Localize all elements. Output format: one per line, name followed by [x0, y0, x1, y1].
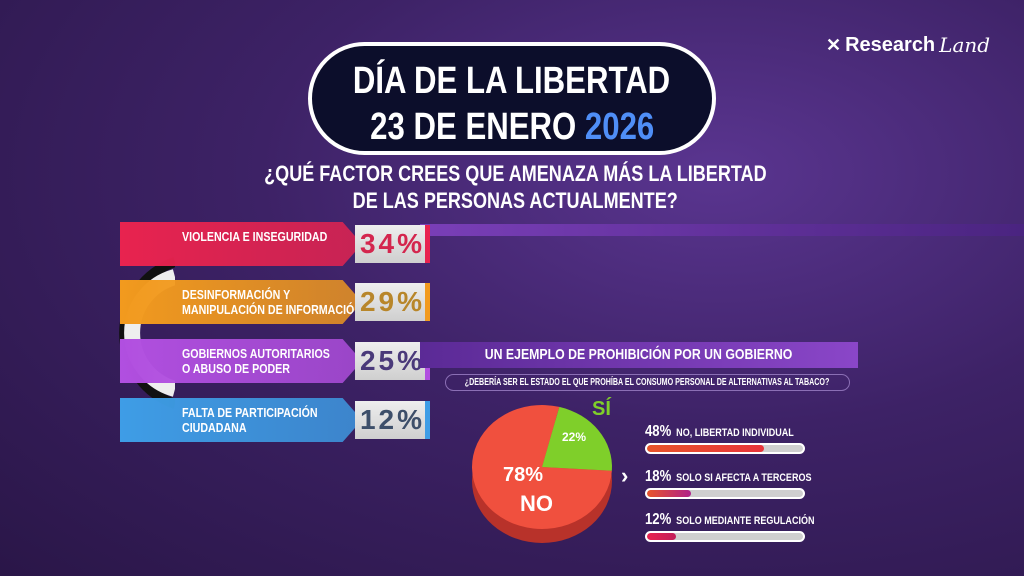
option-label-row: 18% SOLO SI AFECTA A TERCEROS	[645, 468, 848, 486]
factor-row: GOBIERNOS AUTORITARIOS O ABUSO DE PODER 2…	[120, 339, 430, 383]
option-bar-track	[645, 531, 805, 542]
researchland-logo: ✕ Research Land	[826, 33, 990, 57]
pie-label-si: SÍ	[592, 398, 611, 420]
option-percent: 48%	[645, 423, 672, 440]
factor-label: DESINFORMACIÓN Y MANIPULACIÓN DE INFORMAC…	[120, 280, 362, 324]
pie-chart	[472, 405, 612, 543]
option-bar-fill	[647, 490, 691, 497]
option-bar-track	[645, 443, 805, 454]
sub-question: ¿DEBERÍA SER EL ESTADO EL QUE PROHÍBA EL…	[445, 374, 850, 391]
factor-percent: 29%	[355, 283, 430, 321]
option-label-row: 12% SOLO MEDIANTE REGULACIÓN	[645, 511, 852, 529]
title-line1-wrap: DÍA DE LA LIBERTAD	[312, 58, 712, 104]
factor-label-line1: VIOLENCIA E INSEGURIDAD	[182, 229, 328, 244]
question-line2: DE LAS PERSONAS ACTUALMENTE?	[352, 188, 678, 213]
pie-value-no: 78%	[503, 464, 544, 486]
factor-row: FALTA DE PARTICIPACIÓN CIUDADANA 12%	[120, 398, 430, 442]
factor-label: VIOLENCIA E INSEGURIDAD	[120, 222, 362, 266]
factor-label-line1: FALTA DE PARTICIPACIÓN	[182, 405, 318, 420]
sub-question-text: ¿DEBERÍA SER EL ESTADO EL QUE PROHÍBA EL…	[465, 376, 830, 388]
factor-label-line2: MANIPULACIÓN DE INFORMACIÓN	[182, 302, 363, 317]
chevron-right-icon: ›	[621, 463, 629, 488]
sub-question-wrap: ¿DEBERÍA SER EL ESTADO EL QUE PROHÍBA EL…	[446, 375, 849, 390]
factor-percent: 34%	[355, 225, 430, 263]
question-line2-wrap: DE LAS PERSONAS ACTUALMENTE?	[200, 187, 830, 214]
logo-script: Land	[939, 33, 991, 57]
option-bar-fill	[647, 533, 677, 540]
pie-value-si: 22%	[562, 430, 587, 444]
option-percent: 18%	[645, 468, 672, 485]
factor-label-line1: GOBIERNOS AUTORITARIOS	[182, 346, 330, 361]
question-line1: ¿QUÉ FACTOR CREES QUE AMENAZA MÁS LA LIB…	[263, 161, 767, 186]
factor-label: GOBIERNOS AUTORITARIOS O ABUSO DE PODER	[120, 339, 362, 383]
factor-label-line2: CIUDADANA	[182, 420, 247, 435]
factor-label-line2: O ABUSO DE PODER	[182, 361, 290, 376]
factor-label-line1: DESINFORMACIÓN Y	[182, 287, 291, 302]
title-date: 23 DE ENERO	[369, 106, 577, 148]
question-line1-wrap: ¿QUÉ FACTOR CREES QUE AMENAZA MÁS LA LIB…	[200, 160, 830, 187]
section-banner: UN EJEMPLO DE PROHIBICIÓN POR UN GOBIERN…	[420, 342, 858, 368]
pie-label-no: NO	[520, 491, 553, 516]
factor-row: DESINFORMACIÓN Y MANIPULACIÓN DE INFORMAC…	[120, 280, 430, 324]
option-bar-fill	[647, 445, 764, 452]
factor-edge	[425, 225, 430, 263]
section-banner-text: UN EJEMPLO DE PROHIBICIÓN POR UN GOBIERN…	[485, 346, 793, 363]
logo-mark-icon: ✕	[826, 34, 842, 55]
pie-slice-no	[472, 405, 612, 529]
option-percent: 12%	[645, 511, 672, 528]
option-label: NO, LIBERTAD INDIVIDUAL	[676, 427, 794, 439]
option-label: SOLO MEDIANTE REGULACIÓN	[676, 515, 815, 527]
option-bar-track	[645, 488, 805, 499]
pie-slice-si	[542, 406, 612, 471]
title-year: 2026	[584, 106, 655, 148]
logo-text: Research	[845, 33, 936, 56]
title-line2: 23 DE ENERO 2026	[312, 104, 712, 150]
title-line2-inner: 23 DE ENERO 2026	[370, 104, 654, 150]
title-line1: DÍA DE LA LIBERTAD	[353, 60, 671, 102]
factor-label: FALTA DE PARTICIPACIÓN CIUDADANA	[120, 398, 362, 442]
option-label-row: 48% NO, LIBERTAD INDIVIDUAL	[645, 423, 826, 441]
factor-percent: 12%	[355, 401, 430, 439]
factor-edge	[425, 401, 430, 439]
main-question: ¿QUÉ FACTOR CREES QUE AMENAZA MÁS LA LIB…	[200, 160, 830, 214]
decorative-stripe	[420, 224, 1024, 236]
title-pill: DÍA DE LA LIBERTAD 23 DE ENERO 2026	[308, 42, 716, 155]
option-label: SOLO SI AFECTA A TERCEROS	[676, 472, 812, 484]
factor-percent: 25%	[355, 342, 430, 380]
factor-row: VIOLENCIA E INSEGURIDAD 34%	[120, 222, 430, 266]
factor-edge	[425, 283, 430, 321]
